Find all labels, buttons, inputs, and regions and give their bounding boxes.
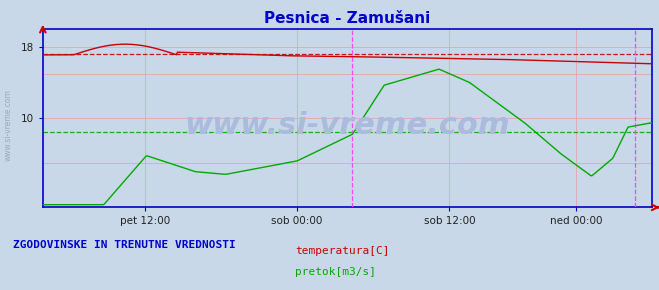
Title: Pesnica - Zamušani: Pesnica - Zamušani [264,11,431,26]
Text: pretok[m3/s]: pretok[m3/s] [295,267,376,277]
Text: temperatura[C]: temperatura[C] [295,246,389,256]
Text: www.si-vreme.com: www.si-vreme.com [185,111,511,140]
Text: www.si-vreme.com: www.si-vreme.com [3,89,13,161]
Text: ZGODOVINSKE IN TRENUTNE VREDNOSTI: ZGODOVINSKE IN TRENUTNE VREDNOSTI [13,240,236,250]
